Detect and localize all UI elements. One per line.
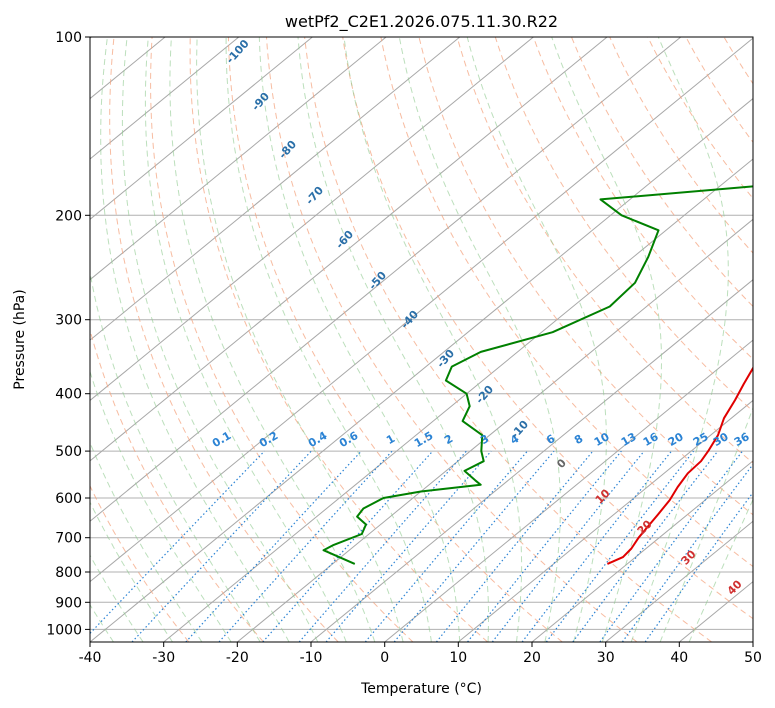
moist-adiabat-line (90, 441, 203, 642)
isotherm-line (90, 37, 461, 341)
isotherm-line (90, 37, 753, 583)
y-tick-label: 800 (55, 565, 82, 581)
isotherm-line (384, 339, 753, 642)
mixing-ratio-line (644, 491, 753, 642)
y-tick-label: 500 (55, 444, 82, 460)
moist-adiabat-line (196, 37, 404, 642)
mixing-ratio-line (393, 450, 555, 642)
moist-adiabat-line (90, 501, 173, 642)
moist-adiabat-line (225, 37, 432, 642)
mixing-ratio-line (491, 450, 645, 642)
isotherm-line (90, 37, 608, 462)
moist-adiabat-line (169, 37, 376, 642)
moist-adiabat-line (466, 37, 607, 642)
dry-adiabat-line (90, 484, 190, 642)
skewed-isotherms (90, 37, 753, 642)
isotherm-line (90, 97, 753, 642)
mixing-ratio-line (218, 450, 393, 642)
dry-adiabat-line (571, 37, 753, 308)
y-tick-label: 400 (55, 387, 82, 403)
isotherm-line (236, 218, 753, 642)
moist-adiabat-line (659, 406, 753, 642)
profile-series (322, 185, 753, 565)
x-tick-label: -30 (152, 650, 175, 666)
mixing-ratio-line (545, 450, 695, 642)
mixing-ratio-line (467, 450, 622, 642)
dry-adiabat-line (109, 37, 339, 642)
moist-adiabat-line (144, 37, 347, 642)
moist-adiabat-line (398, 37, 561, 642)
moist-adiabat-line (630, 37, 729, 642)
isotherm-line (90, 37, 387, 281)
x-tick-label: 20 (523, 650, 541, 666)
x-tick-label: 40 (670, 650, 688, 666)
mixing-ratio-line (621, 463, 753, 642)
moist-adiabats (90, 37, 753, 642)
moist-adiabat-line (90, 370, 232, 642)
dry-adiabat-line (380, 37, 753, 568)
moist-adiabat-line (297, 37, 489, 642)
dry-adiabat-line (266, 37, 638, 642)
moist-adiabat-line (258, 37, 461, 642)
x-tick-label: 30 (597, 650, 615, 666)
profile-line-dewpoint (322, 185, 753, 565)
isotherm-line (531, 460, 753, 642)
mixing-ratio-line (90, 450, 265, 635)
isotherm-line (90, 37, 240, 160)
x-tick-label: -40 (79, 650, 102, 666)
chart-title: wetPf2_C2E1.2026.075.11.30.R22 (285, 12, 558, 32)
y-tick-label: 200 (55, 208, 82, 224)
x-tick-label: 50 (744, 650, 762, 666)
isotherm-line (457, 399, 753, 642)
mixing-ratio-line (262, 450, 434, 642)
mixing-ratio-line (185, 450, 362, 642)
axes-frame (89, 36, 754, 643)
moist-adiabat-line (551, 37, 662, 642)
dry-adiabat-line (342, 37, 753, 620)
moist-adiabat-line (90, 269, 261, 642)
mixing-ratio-line (435, 450, 594, 642)
y-axis-ticks: 100 200 300 400 500 600 700 800 900 1000 (46, 30, 90, 638)
isobar-grid (90, 37, 753, 630)
y-tick-label: 700 (55, 531, 82, 547)
x-axis-label: Temperature (°C) (360, 681, 482, 697)
y-axis-label: Pressure (hPa) (12, 289, 28, 389)
x-axis-ticks: -40 -30 -20 -10 0 10 20 30 40 50 (79, 642, 762, 666)
x-tick-label: -10 (300, 650, 323, 666)
moist-adiabat-line (121, 37, 319, 642)
profile-line-temperature (607, 366, 753, 565)
y-tick-label: 300 (55, 313, 82, 329)
isotherm-line (605, 520, 753, 642)
isotherm-line (90, 37, 682, 522)
isotherm-line (90, 37, 313, 220)
dry-adiabat-line (150, 37, 414, 642)
y-tick-label: 600 (55, 491, 82, 507)
dry-adiabat-line (532, 37, 753, 360)
dry-adiabat-line (418, 37, 753, 516)
mixing-ratio-lines (90, 450, 753, 642)
x-tick-label: -20 (226, 650, 249, 666)
moist-adiabat-line (100, 37, 290, 642)
dry-adiabat-line (647, 37, 753, 200)
isotherm-line (310, 279, 753, 642)
dry-adiabat-line (456, 37, 753, 464)
y-tick-label: 900 (55, 595, 82, 611)
isotherm-line (163, 158, 753, 642)
x-tick-label: 0 (380, 650, 389, 666)
dry-adiabat-line (227, 37, 563, 642)
dry-adiabat-line (90, 328, 264, 642)
y-tick-label: 1000 (46, 622, 82, 638)
isotherm-line (90, 37, 534, 402)
mixing-ratio-line (521, 450, 672, 642)
x-tick-label: 10 (449, 650, 467, 666)
y-tick-label: 100 (55, 30, 82, 46)
moist-adiabat-line (343, 37, 523, 642)
dry-adiabat-line (304, 37, 712, 642)
mixing-ratio-line (364, 450, 528, 642)
plot-area: 0.1 0.2 0.4 0.6 1 1.5 2 3 4 6 8 10 13 16 20 25 30 36-100-… (90, 37, 753, 642)
